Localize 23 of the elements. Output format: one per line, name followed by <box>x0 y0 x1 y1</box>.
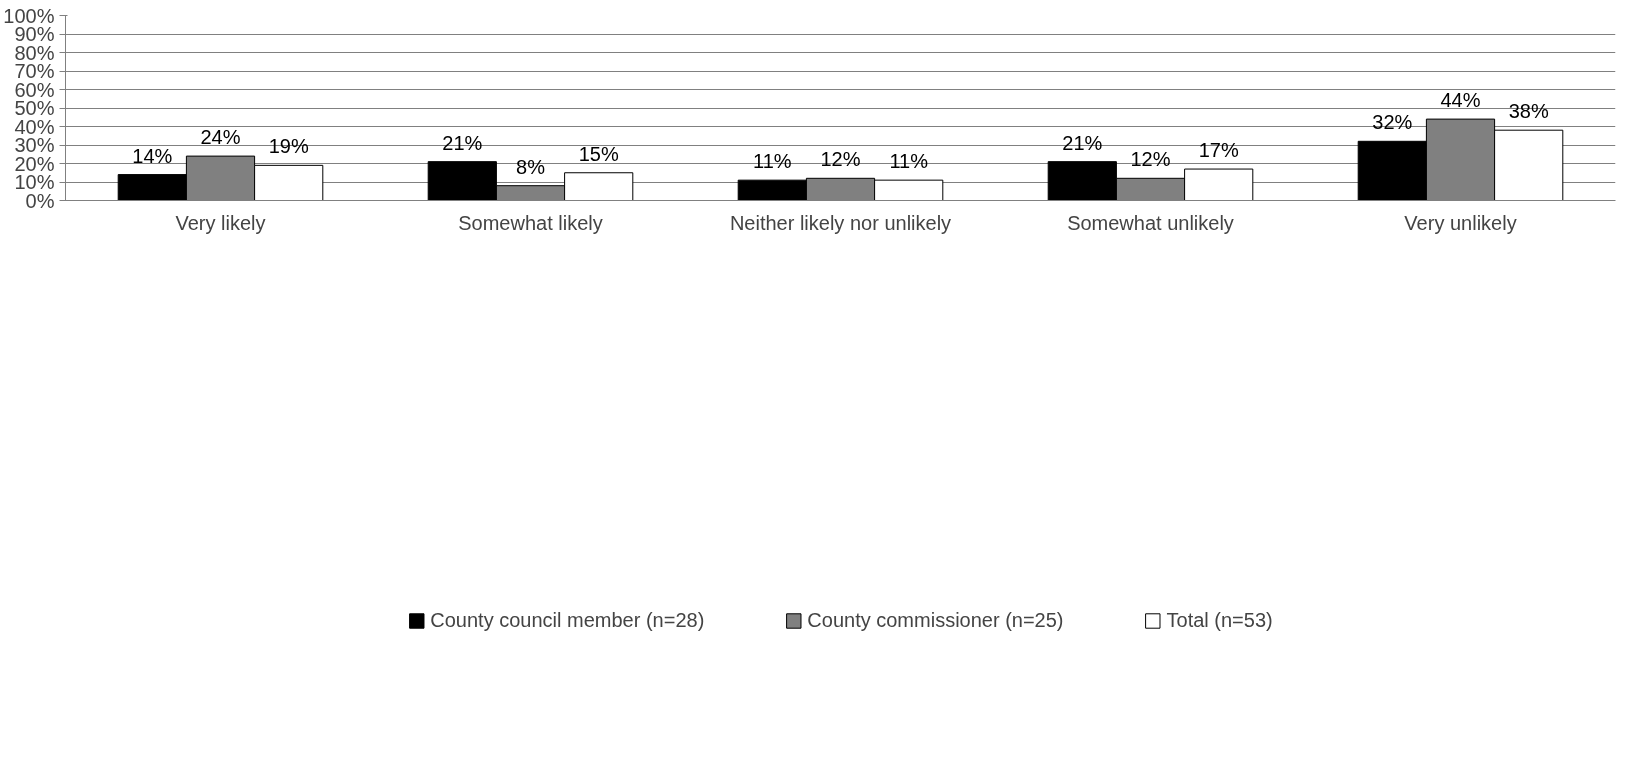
data-label: 44% <box>1440 89 1481 112</box>
x-tick-label: Very unlikely <box>1404 211 1517 234</box>
data-label: 15% <box>578 142 619 165</box>
data-label: 11% <box>889 150 929 173</box>
data-label: 14% <box>132 144 173 167</box>
data-label: 17% <box>1198 139 1239 162</box>
x-tick-label: Neither likely nor unlikely <box>729 211 952 234</box>
data-label: 19% <box>268 135 309 158</box>
data-label: 21% <box>442 131 483 154</box>
x-tick-label: Somewhat likely <box>458 211 603 234</box>
data-label: 12% <box>1130 148 1171 171</box>
data-label: 38% <box>1508 100 1549 123</box>
data-label: 24% <box>200 126 241 149</box>
x-tick-label: Very likely <box>175 211 266 234</box>
data-label: 12% <box>820 148 861 171</box>
data-label: 32% <box>1372 111 1413 134</box>
legend-label: County commissioner (n=25) <box>807 608 1064 632</box>
x-tick-label: Somewhat unlikely <box>1067 211 1234 234</box>
data-label: 11% <box>753 150 792 173</box>
data-label: 21% <box>1062 131 1103 154</box>
data-label: 8% <box>516 155 546 178</box>
legend-label: Total (n=53) <box>1166 608 1273 632</box>
legend-label: County council member (n=28) <box>430 608 705 632</box>
